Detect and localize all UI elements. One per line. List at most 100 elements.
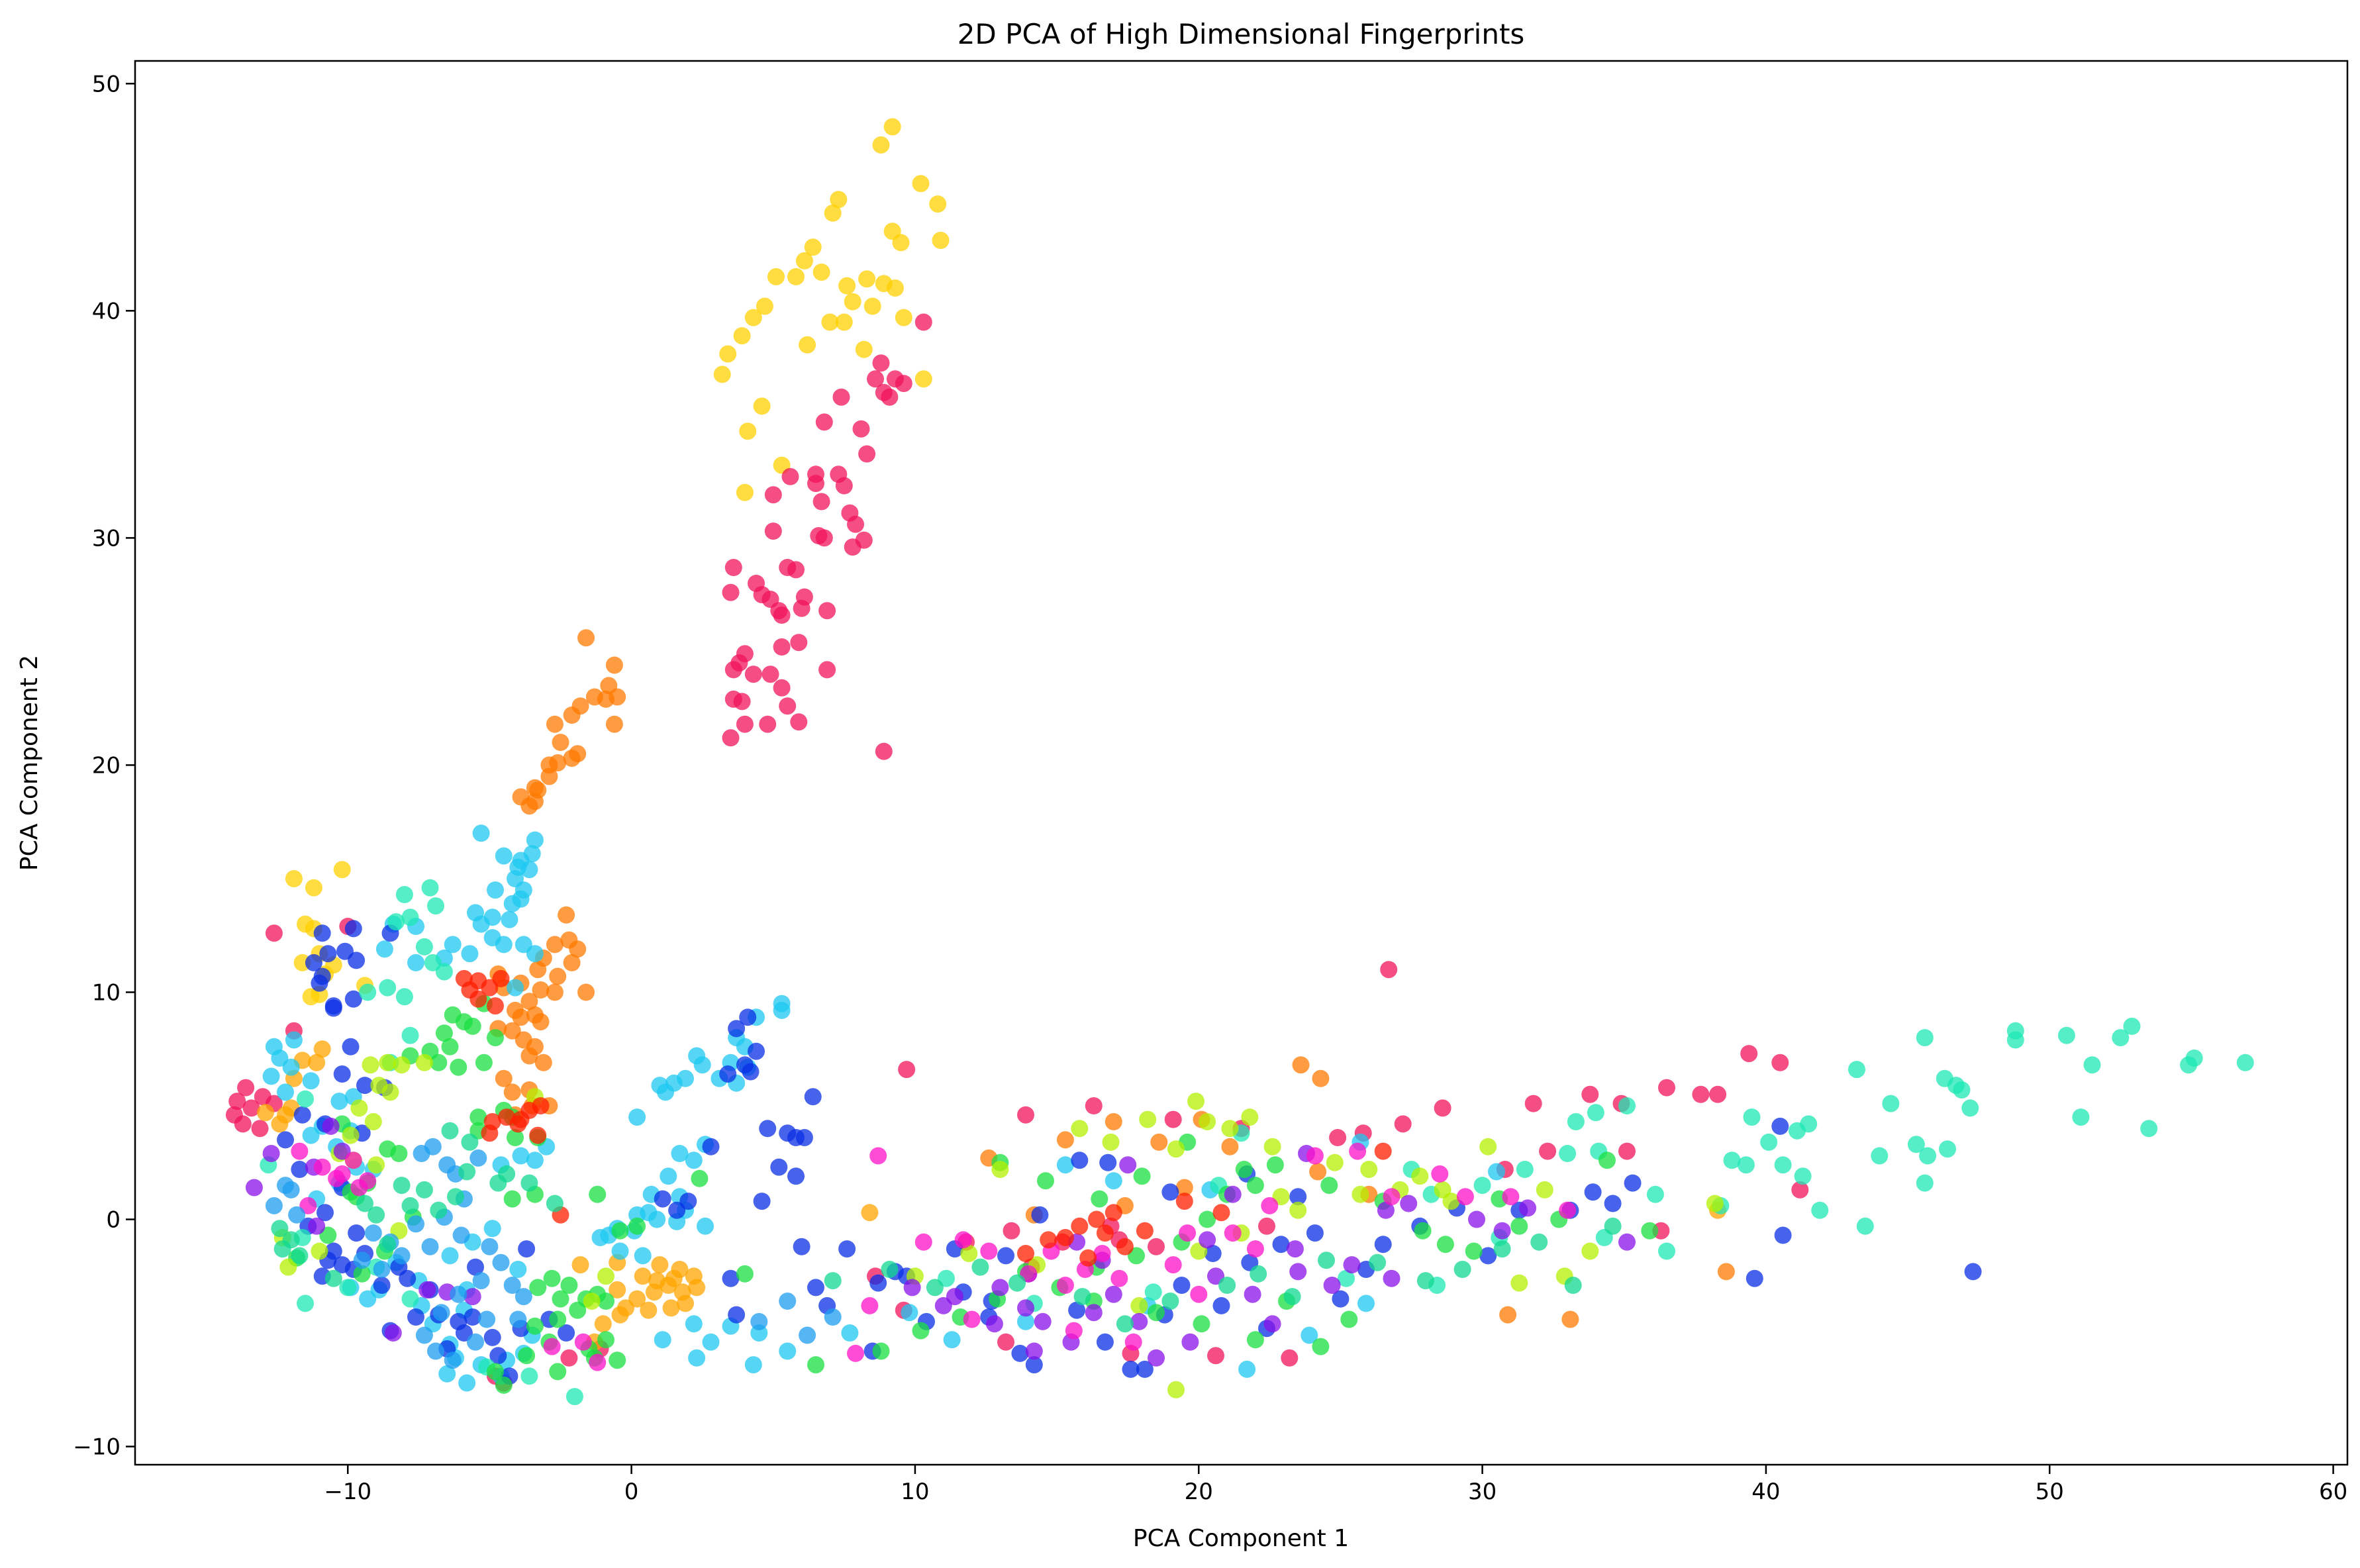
data-point [736,1265,754,1283]
data-point [844,293,861,311]
data-point [379,1054,397,1071]
data-point [1238,1360,1256,1378]
data-point [285,870,303,887]
data-point [2112,1029,2130,1047]
data-point [322,1117,340,1135]
data-point [1167,1381,1185,1398]
data-point [1442,1193,1460,1210]
data-point [2236,1054,2254,1071]
data-point [313,1158,331,1176]
data-point [1085,1097,1103,1114]
data-point [858,445,876,463]
data-point [393,1056,411,1074]
data-point [288,1206,306,1224]
data-point [1624,1174,1642,1192]
data-point [1122,1360,1140,1378]
data-point [549,967,567,985]
data-point [393,1177,411,1195]
data-point [1811,1201,1829,1219]
data-point [793,1238,811,1255]
y-tick-label: 40 [92,298,121,324]
data-point [1309,1163,1327,1181]
data-point [1774,1226,1792,1244]
data-point [855,340,873,358]
data-point [589,1353,607,1371]
data-point [787,561,805,579]
data-point [815,529,833,547]
data-point [1604,1195,1622,1212]
data-point [507,1129,524,1146]
data-point [929,195,947,213]
data-point [401,1197,419,1214]
data-point [311,974,328,992]
data-point [1584,1183,1602,1201]
data-point [892,234,910,252]
data-point [1658,1079,1675,1097]
data-point [912,175,930,193]
data-point [912,1322,930,1340]
data-point [821,313,839,331]
data-point [305,954,322,971]
data-point [697,1217,714,1235]
data-point [472,824,490,842]
data-point [271,1220,289,1238]
data-point [960,1245,978,1262]
data-point [651,1256,669,1274]
data-point [1343,1256,1361,1274]
data-point [728,1306,746,1324]
data-point [418,1281,436,1298]
data-point [1641,1222,1659,1240]
data-point [770,1158,788,1176]
data-point [1037,1172,1054,1190]
data-point [963,1310,981,1328]
data-point [444,936,462,954]
data-point [841,1324,859,1342]
data-point [1071,1152,1089,1169]
data-point [450,1285,467,1303]
data-point [324,999,342,1017]
data-point [1789,1122,1806,1140]
data-point [342,1126,360,1144]
data-point [1510,1217,1528,1235]
data-point [305,879,322,897]
data-point [847,515,864,533]
data-point [597,1267,615,1285]
data-point [563,707,581,724]
data-point [350,1099,368,1117]
data-point [534,1054,552,1071]
data-point [518,1347,536,1365]
data-point [799,1326,816,1344]
data-point [1164,1110,1182,1128]
data-point [277,1131,294,1149]
data-point [464,1288,481,1306]
data-point [430,1201,448,1219]
data-point [444,1351,462,1369]
data-point [1539,1142,1557,1160]
data-point [886,279,904,297]
data-point [1221,1120,1239,1138]
data-point [1241,1108,1259,1126]
data-point [302,1126,320,1144]
data-point [779,1342,797,1360]
data-point [1263,1315,1281,1333]
data-point [520,861,538,879]
data-point [1604,1217,1622,1235]
data-point [503,1277,521,1294]
data-point [262,1067,280,1085]
data-point [399,1269,417,1287]
data-point [863,297,881,315]
data-point [356,1195,373,1212]
data-point [2006,1031,2024,1049]
data-point [1204,1245,1222,1262]
data-point [529,1126,547,1144]
data-point [552,1290,569,1308]
data-point [342,1038,360,1055]
data-point [1380,961,1398,979]
data-point [594,1315,612,1333]
data-point [688,1349,706,1367]
data-point [1199,1113,1216,1130]
data-point [1261,1197,1279,1214]
data-point [464,1017,481,1035]
y-tick-label: 20 [92,752,121,779]
